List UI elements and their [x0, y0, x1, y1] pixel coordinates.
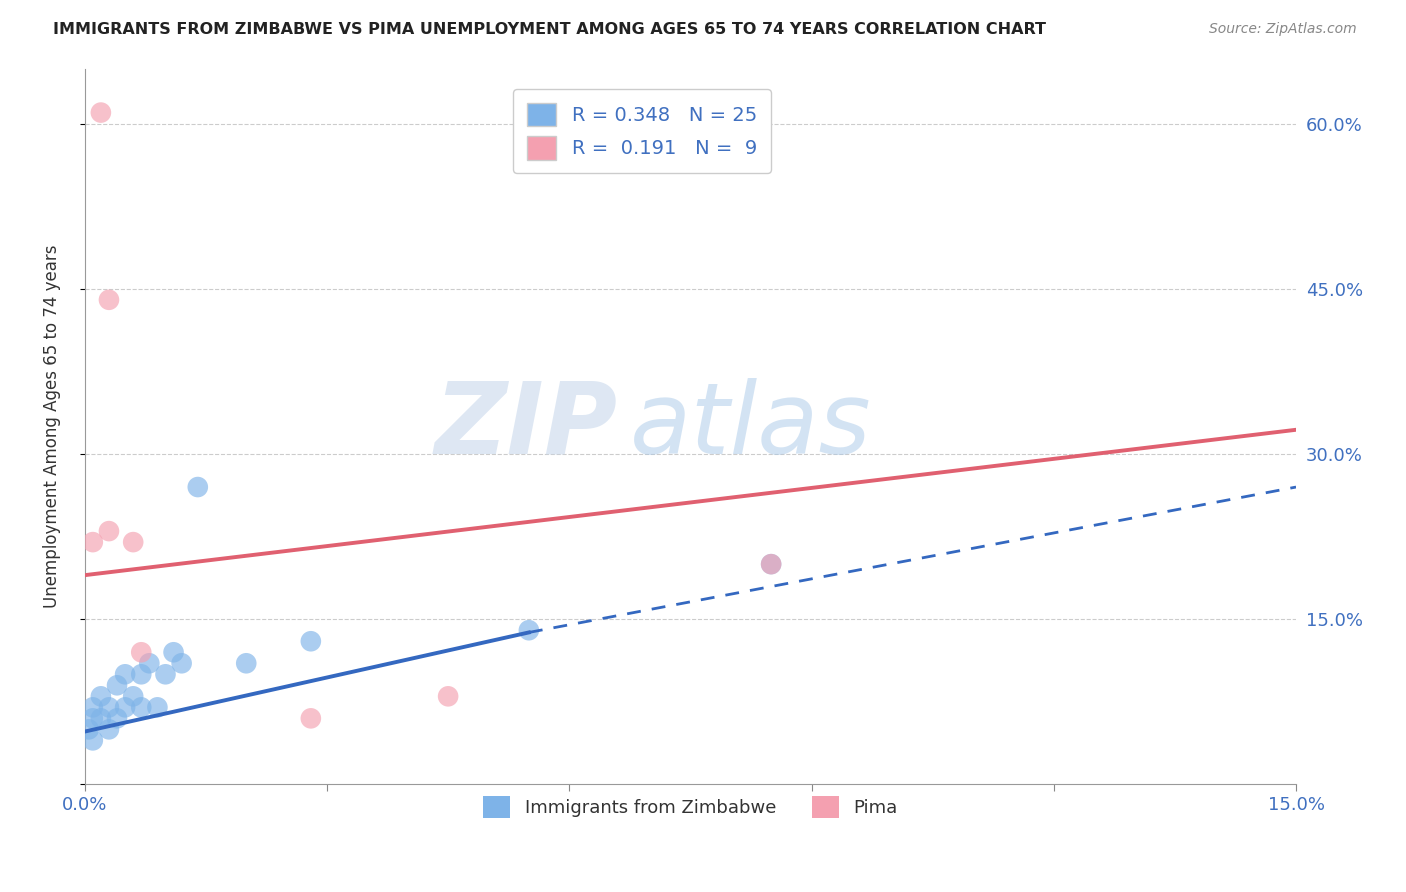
Point: [155, 667, 177, 681]
Point: [82, 700, 104, 714]
Point: [77, 723, 100, 737]
Text: IMMIGRANTS FROM ZIMBABWE VS PIMA UNEMPLOYMENT AMONG AGES 65 TO 74 YEARS CORRELAT: IMMIGRANTS FROM ZIMBABWE VS PIMA UNEMPLO…: [53, 22, 1046, 37]
Point: [170, 657, 193, 671]
Point: [437, 690, 460, 704]
Legend: Immigrants from Zimbabwe, Pima: Immigrants from Zimbabwe, Pima: [475, 789, 905, 825]
Point: [114, 667, 136, 681]
Point: [122, 535, 145, 549]
Point: [299, 634, 322, 648]
Point: [105, 711, 128, 725]
Point: [162, 645, 184, 659]
Point: [82, 711, 104, 725]
Point: [97, 700, 120, 714]
Point: [90, 711, 112, 725]
Text: ZIP: ZIP: [434, 378, 617, 475]
Point: [187, 480, 209, 494]
Point: [146, 700, 169, 714]
Point: [129, 667, 152, 681]
Point: [90, 690, 112, 704]
Point: [759, 557, 782, 571]
Point: [105, 678, 128, 692]
Point: [122, 690, 145, 704]
Point: [82, 733, 104, 747]
Point: [759, 557, 782, 571]
Y-axis label: Unemployment Among Ages 65 to 74 years: Unemployment Among Ages 65 to 74 years: [44, 244, 60, 608]
Point: [235, 657, 257, 671]
Point: [90, 105, 112, 120]
Point: [82, 535, 104, 549]
Point: [517, 624, 540, 638]
Point: [129, 645, 152, 659]
Text: Source: ZipAtlas.com: Source: ZipAtlas.com: [1209, 22, 1357, 37]
Point: [97, 723, 120, 737]
Point: [114, 700, 136, 714]
Point: [299, 711, 322, 725]
Text: atlas: atlas: [630, 378, 872, 475]
Point: [97, 293, 120, 307]
Point: [97, 524, 120, 538]
Point: [129, 700, 152, 714]
Point: [138, 657, 160, 671]
